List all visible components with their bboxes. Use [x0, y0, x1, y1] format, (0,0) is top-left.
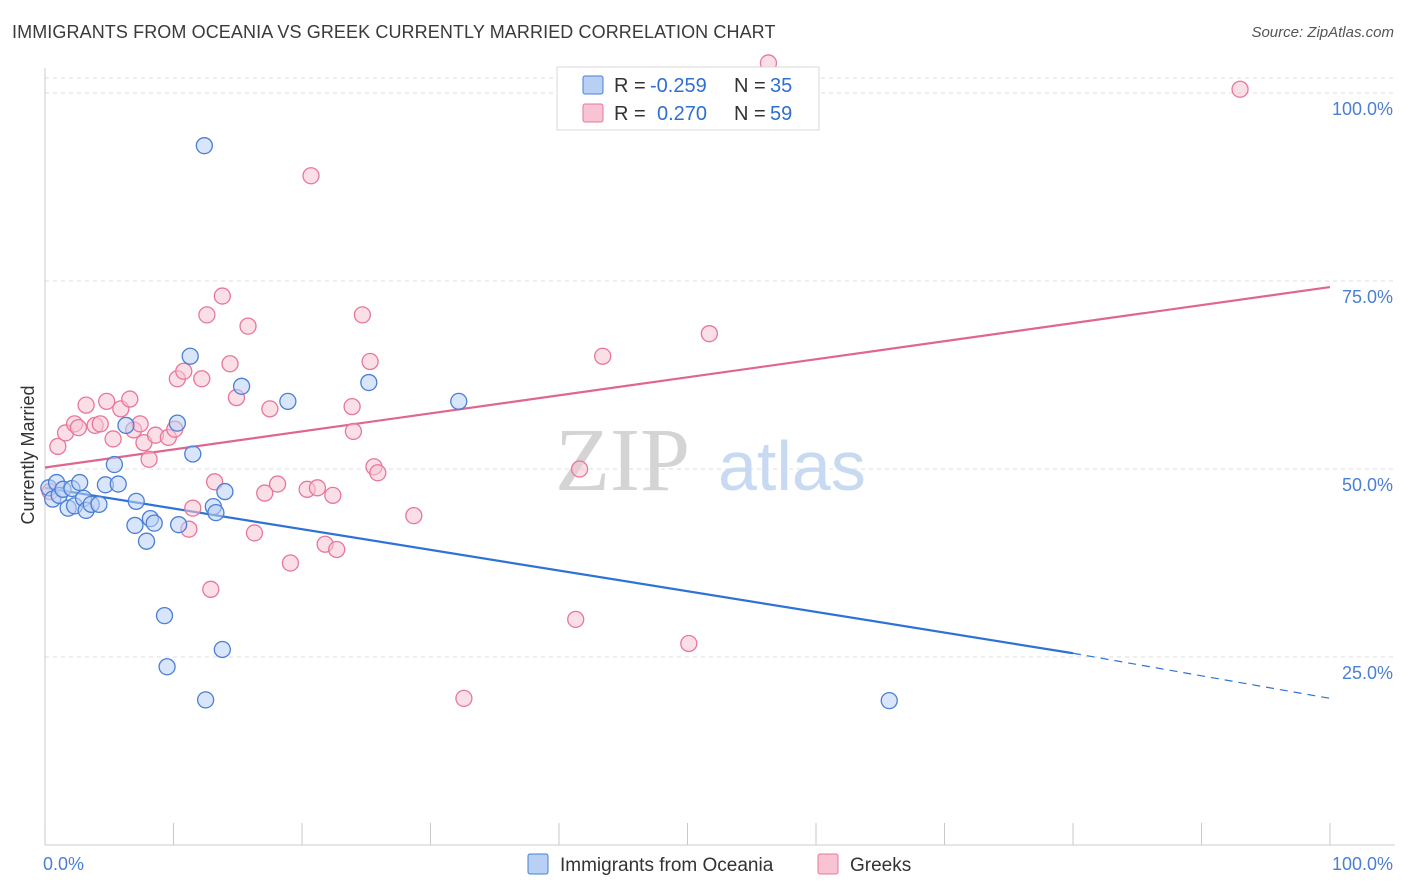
legend-n-value: 59 — [770, 103, 792, 125]
point-oceania — [213, 640, 231, 659]
point-greeks — [184, 499, 202, 517]
legend-swatch-pink — [582, 103, 604, 123]
point-greeks — [245, 524, 264, 542]
y-tick-label: 75.0% — [1342, 287, 1393, 307]
bottom-legend-label-greeks: Greeks — [850, 855, 911, 876]
bottom-legend-label-oceania: Immigrants from Oceania — [560, 855, 774, 876]
point-oceania — [184, 445, 202, 463]
point-greeks — [98, 392, 116, 410]
legend: R = -0.259 N = 35 R = 0.270 N = 59 — [556, 66, 820, 131]
point-greeks — [302, 167, 320, 185]
point-oceania — [216, 482, 234, 501]
point-oceania — [232, 377, 251, 395]
y-tick-label: 50.0% — [1342, 475, 1393, 495]
point-oceania — [71, 473, 89, 492]
point-oceania — [137, 532, 156, 550]
legend-n-label: N = — [734, 75, 766, 97]
point-greeks — [324, 486, 342, 504]
legend-r-label: R = — [614, 103, 646, 125]
y-axis-title: Currently Married — [18, 385, 38, 524]
point-greeks — [239, 317, 257, 335]
legend-n-value: 35 — [770, 75, 792, 97]
x-tick-label: 0.0% — [43, 854, 84, 874]
point-greeks — [1231, 80, 1249, 98]
point-oceania — [155, 607, 174, 625]
legend-swatch-blue — [582, 75, 604, 95]
point-greeks — [594, 347, 612, 365]
points-layer — [40, 54, 1249, 710]
point-oceania — [127, 492, 145, 511]
legend-r-value: -0.259 — [650, 75, 707, 97]
point-greeks — [131, 415, 149, 433]
point-greeks — [77, 396, 95, 414]
point-oceania — [126, 516, 144, 535]
x-tick-label: 100.0% — [1332, 854, 1393, 874]
point-greeks — [261, 400, 279, 418]
point-greeks — [570, 460, 589, 478]
point-oceania — [117, 416, 135, 435]
y-tick-label: 100.0% — [1332, 99, 1393, 119]
point-greeks — [202, 580, 220, 598]
point-oceania — [181, 347, 199, 365]
point-oceania — [880, 691, 898, 710]
point-oceania — [158, 658, 176, 676]
point-greeks — [121, 390, 139, 408]
point-greeks — [221, 355, 239, 373]
point-greeks — [198, 306, 216, 324]
point-greeks — [308, 479, 327, 497]
point-greeks — [700, 325, 718, 343]
point-greeks — [344, 422, 363, 441]
point-oceania — [360, 373, 378, 392]
point-oceania — [207, 503, 225, 522]
point-oceania — [145, 514, 163, 532]
point-greeks — [369, 464, 387, 482]
trend-line-oceania-extension — [1072, 652, 1331, 699]
legend-r-value: 0.270 — [657, 103, 707, 125]
point-greeks — [353, 306, 372, 324]
legend-r-label: R = — [614, 75, 646, 97]
point-oceania — [196, 691, 215, 709]
watermark-atlas: atlas — [718, 427, 866, 505]
point-greeks — [91, 415, 109, 433]
point-greeks — [268, 475, 287, 493]
point-oceania — [105, 455, 124, 474]
point-greeks — [405, 506, 423, 525]
point-oceania — [169, 516, 188, 534]
point-greeks — [213, 287, 231, 305]
point-oceania — [168, 414, 187, 432]
point-greeks — [104, 430, 122, 448]
point-oceania — [195, 137, 213, 155]
bottom-legend-swatch-oceania — [527, 853, 549, 875]
y-tick-label: 25.0% — [1342, 663, 1393, 683]
point-greeks — [361, 352, 379, 371]
bottom-legend: Immigrants from Oceania Greeks — [527, 853, 911, 876]
point-greeks — [343, 397, 361, 416]
watermark: ZIP atlas — [555, 411, 866, 510]
grid-layer — [45, 77, 1395, 658]
point-oceania — [279, 392, 297, 410]
point-greeks — [175, 362, 193, 380]
watermark-zip: ZIP — [555, 411, 690, 510]
point-oceania — [450, 392, 468, 410]
point-greeks — [256, 484, 274, 502]
point-greeks — [328, 540, 346, 559]
point-greeks — [567, 610, 585, 629]
legend-n-label: N = — [734, 103, 766, 125]
trend-line-greeks — [44, 285, 1331, 469]
point-oceania — [109, 475, 127, 493]
chart-title: IMMIGRANTS FROM OCEANIA VS GREEK CURRENT… — [12, 22, 776, 42]
point-greeks — [680, 634, 698, 653]
point-greeks — [140, 450, 158, 468]
point-greeks — [455, 689, 473, 708]
point-greeks — [281, 554, 300, 572]
point-greeks — [193, 370, 211, 388]
point-greeks — [69, 419, 88, 437]
point-oceania — [90, 495, 108, 514]
axis-layer: 25.0% 50.0% 75.0% 100.0% 0.0% 100.0% — [43, 68, 1395, 874]
source-label: Source: ZipAtlas.com — [1251, 24, 1394, 41]
bottom-legend-swatch-greeks — [817, 853, 839, 875]
point-greeks — [49, 437, 67, 456]
